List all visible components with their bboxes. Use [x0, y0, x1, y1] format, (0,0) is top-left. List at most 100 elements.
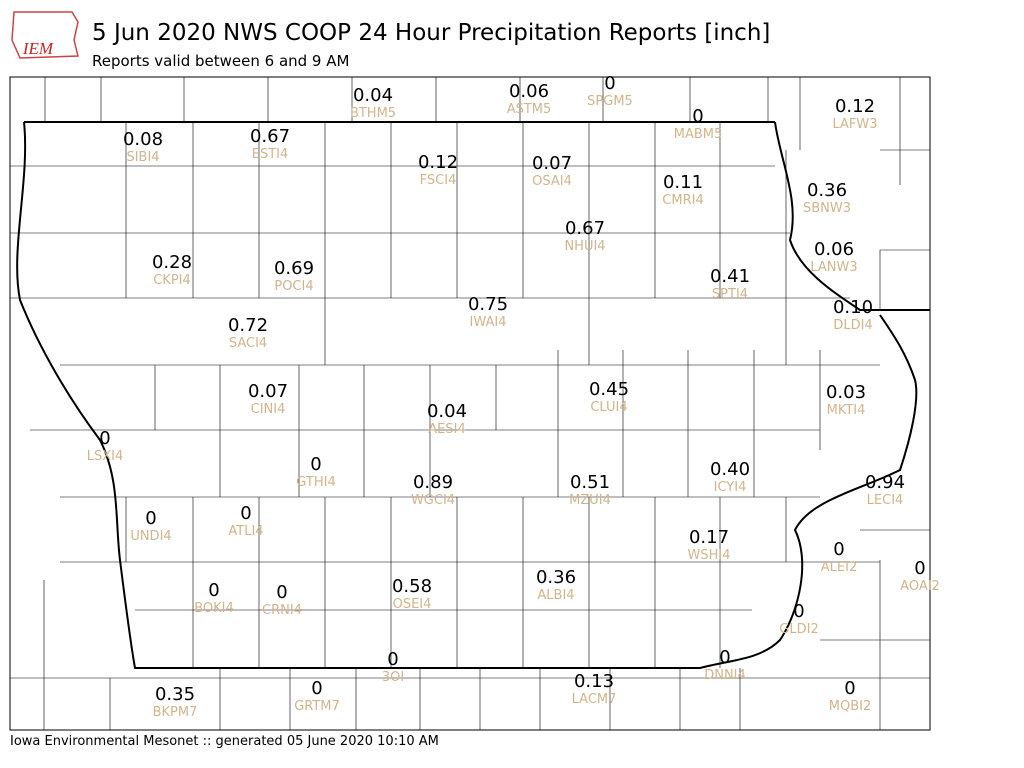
station-id: BKPM7 [153, 705, 198, 720]
precip-value: 0.06 [509, 81, 549, 102]
station-id: ICYI4 [714, 480, 747, 495]
station-id: WSHI4 [688, 548, 731, 563]
precip-value: 0.69 [274, 258, 314, 279]
precip-value: 0.06 [814, 239, 854, 260]
precip-value: 0.51 [570, 472, 610, 493]
station-id: OSEI4 [393, 597, 432, 612]
station-id: MKTI4 [827, 403, 866, 418]
station-id: NHUI4 [564, 239, 605, 254]
precip-value: 0.94 [865, 472, 905, 493]
station-id: ALBI4 [537, 588, 574, 603]
precip-value: 0.45 [589, 379, 629, 400]
station-id: LACM7 [572, 692, 617, 707]
station-id: SPGM5 [587, 94, 633, 109]
precip-value: 0 [914, 558, 925, 579]
precip-value: 0 [844, 678, 855, 699]
precip-value: 0 [793, 601, 804, 622]
precip-value: 0.41 [710, 266, 750, 287]
logo-outline [11, 11, 79, 59]
precip-value: 0.13 [574, 671, 614, 692]
station-id: MQBI2 [829, 699, 871, 714]
precip-value: 0.12 [418, 152, 458, 173]
precip-value: 0 [311, 678, 322, 699]
map-frame [9, 76, 931, 731]
precip-value: 0.10 [833, 297, 873, 318]
precip-value: 0.36 [536, 567, 576, 588]
station-id: AESI4 [428, 422, 465, 437]
station-id: CLUI4 [590, 400, 627, 415]
precip-value: 0.75 [468, 294, 508, 315]
precip-value: 0.72 [228, 315, 268, 336]
station-id: LSXI4 [87, 449, 124, 464]
precip-value: 0.11 [663, 172, 703, 193]
station-id: MABM5 [674, 127, 723, 142]
precip-value: 0 [276, 582, 287, 603]
station-id: LECI4 [867, 493, 904, 508]
precip-value: 0.36 [807, 180, 847, 201]
station-id: POCI4 [274, 279, 313, 294]
precip-value: 0.40 [710, 459, 750, 480]
station-id: LAFW3 [832, 117, 877, 132]
station-id: ASTM5 [507, 102, 552, 117]
station-id: ALEI2 [821, 560, 857, 575]
precip-value: 0 [145, 508, 156, 529]
station-id: WGCI4 [411, 493, 455, 508]
precip-value: 0.28 [152, 252, 192, 273]
precip-value: 0.07 [532, 153, 572, 174]
station-id: CKPI4 [153, 273, 191, 288]
precip-value: 0 [604, 73, 615, 94]
station-id: FSCI4 [420, 173, 457, 188]
station-id: IWAI4 [470, 315, 507, 330]
precip-value: 0.35 [155, 684, 195, 705]
county-lines [10, 77, 930, 730]
precip-value: 0.03 [826, 382, 866, 403]
station-id: SPTI4 [712, 287, 748, 302]
precip-value: 0.08 [123, 129, 163, 150]
logo-text: IEM [22, 39, 54, 58]
station-id: LANW3 [810, 260, 857, 275]
station-id: SIBI4 [126, 150, 159, 165]
station-id: ESTI4 [252, 147, 289, 162]
station-id: DLDI4 [833, 318, 872, 333]
station-id: AOAI2 [900, 579, 940, 594]
precip-value: 0.04 [353, 85, 393, 106]
